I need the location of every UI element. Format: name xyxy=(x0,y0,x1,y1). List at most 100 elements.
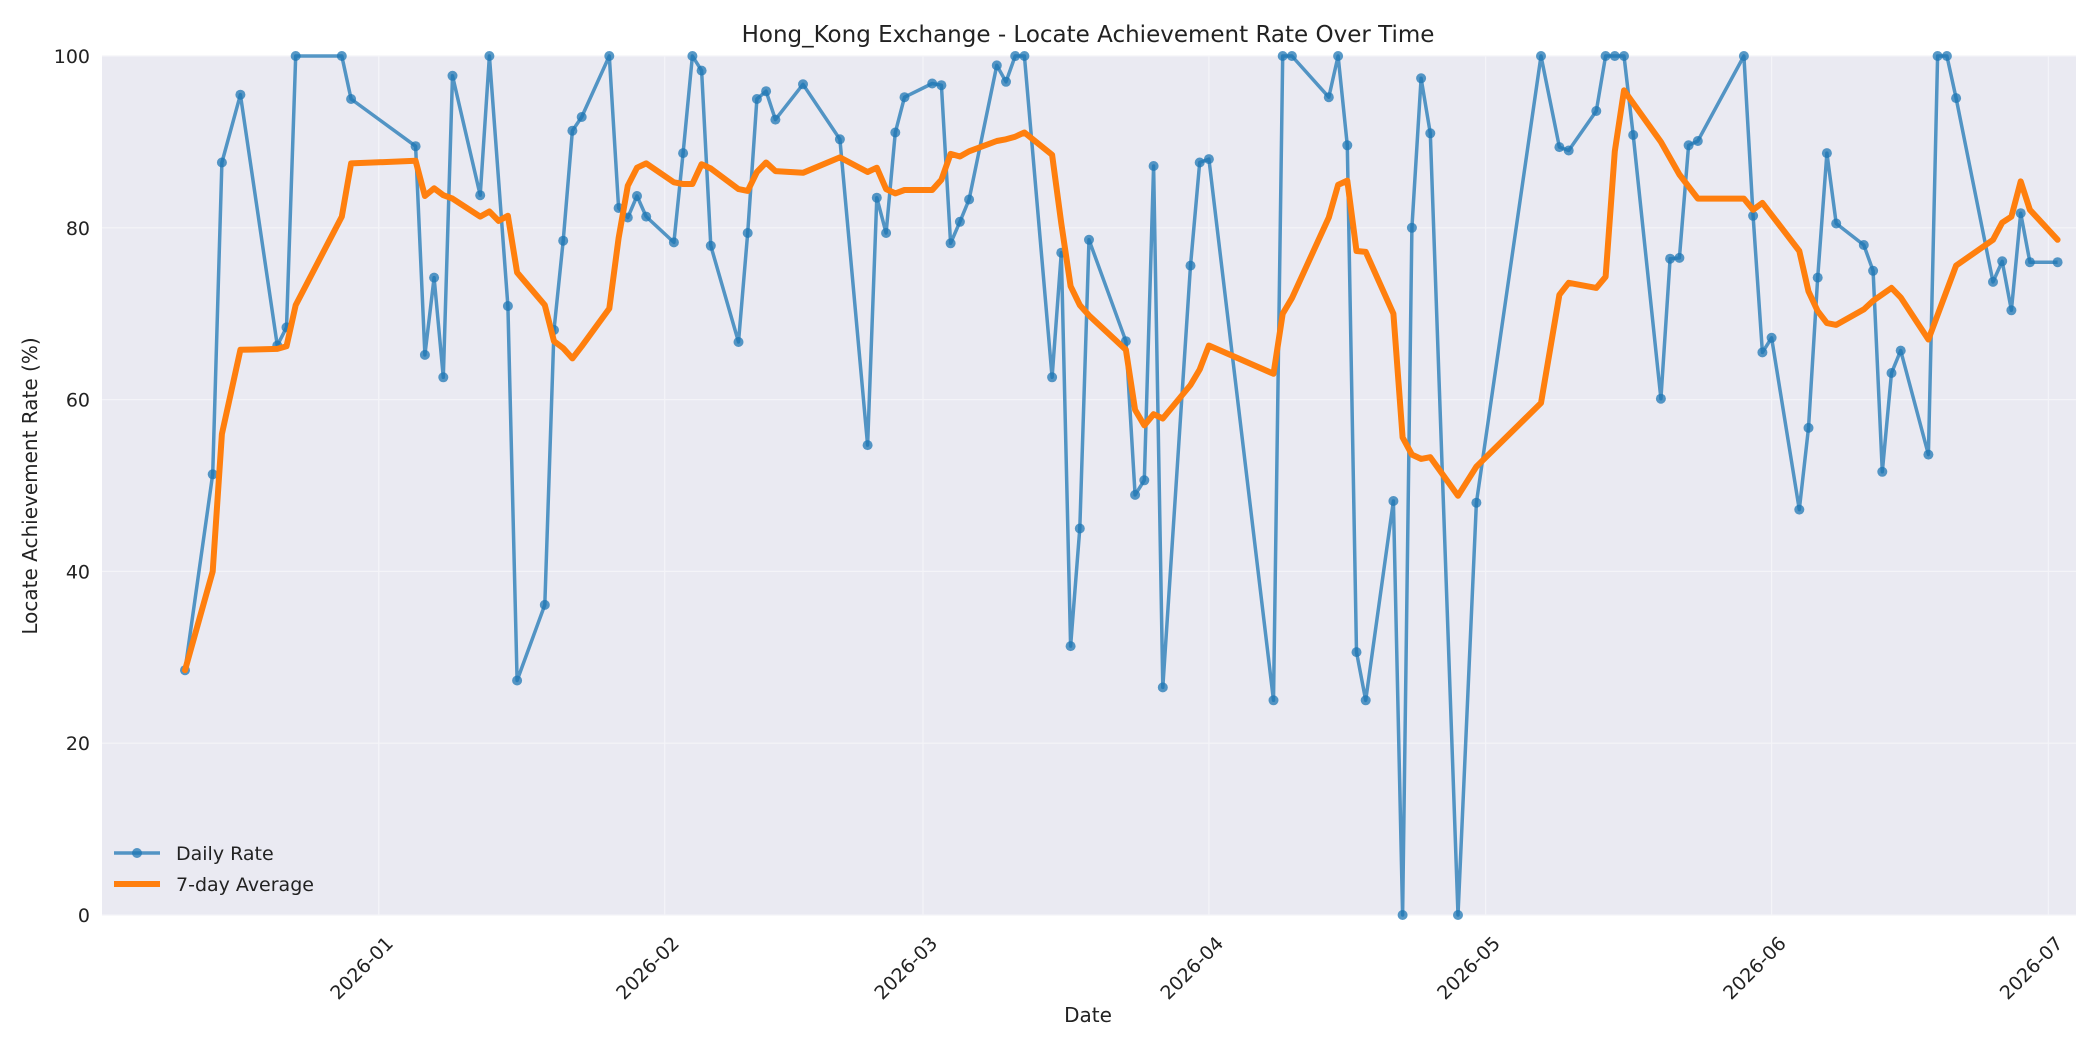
daily-rate-point xyxy=(512,675,523,686)
y-tick-label: 60 xyxy=(66,390,90,412)
daily-rate-point xyxy=(871,192,882,203)
daily-rate-point xyxy=(1019,51,1030,61)
daily-rate-point xyxy=(761,86,772,97)
daily-rate-point xyxy=(770,114,781,125)
legend-marker-daily-rate xyxy=(132,848,142,858)
daily-rate-point xyxy=(484,51,495,61)
daily-rate-point xyxy=(1932,51,1943,61)
daily-rate-point xyxy=(1665,253,1676,264)
legend-label-daily-rate: Daily Rate xyxy=(176,843,274,865)
daily-rate-point xyxy=(419,349,430,360)
y-axis-label: Locate Achievement Rate (%) xyxy=(18,337,42,634)
daily-rate-point xyxy=(1277,51,1288,61)
daily-rate-point xyxy=(1323,92,1334,103)
daily-rate-point xyxy=(1803,422,1814,433)
daily-rate-point xyxy=(1692,136,1703,146)
daily-rate-point xyxy=(1951,93,1962,104)
series-layer xyxy=(180,51,2063,920)
daily-rate-point xyxy=(862,440,873,451)
grid-lines xyxy=(102,55,2076,916)
daily-rate-point xyxy=(696,65,707,76)
x-axis-label: Date xyxy=(1064,1003,1112,1027)
daily-rate-point xyxy=(1397,910,1408,920)
daily-rate-point xyxy=(1766,332,1777,343)
daily-rate-point xyxy=(1628,130,1639,140)
daily-rate-point xyxy=(890,127,901,138)
daily-rate-point xyxy=(1941,51,1952,61)
daily-rate-point xyxy=(1554,142,1565,153)
daily-rate-point xyxy=(1988,276,1998,287)
daily-rate-point xyxy=(1453,910,1463,920)
daily-rate-point xyxy=(936,80,947,91)
daily-rate-point xyxy=(1001,76,1011,87)
daily-rate-point xyxy=(1360,695,1371,706)
daily-rate-point xyxy=(1812,272,1823,283)
daily-rate-point xyxy=(751,94,762,104)
daily-rate-point xyxy=(1010,51,1021,61)
daily-rate-point xyxy=(346,94,357,104)
daily-rate-point xyxy=(1591,106,1602,116)
daily-rate-point xyxy=(733,337,744,347)
daily-rate-point xyxy=(1858,240,1869,250)
daily-rate-point xyxy=(798,79,808,90)
daily-rate-point xyxy=(1831,218,1842,229)
plot-area xyxy=(102,56,2076,915)
daily-rate-point xyxy=(1139,475,1150,486)
daily-rate-point xyxy=(991,60,1002,71)
daily-rate-point xyxy=(1738,51,1749,61)
daily-rate-point xyxy=(945,238,956,249)
chart-title: Hong_Kong Exchange - Locate Achievement … xyxy=(742,22,1435,48)
daily-rate-point xyxy=(235,89,246,100)
daily-rate-point xyxy=(1997,256,2008,267)
daily-rate-point xyxy=(1047,372,1058,383)
daily-rate-point xyxy=(678,148,689,159)
daily-rate-points xyxy=(180,51,2063,920)
daily-rate-point xyxy=(687,51,698,61)
daily-rate-point xyxy=(475,190,486,201)
daily-rate-point xyxy=(1619,51,1629,61)
daily-rate-point xyxy=(834,134,845,145)
daily-rate-point xyxy=(1203,154,1214,165)
y-axis-ticks: 0 20 40 60 80 100 xyxy=(54,46,90,927)
daily-rate-point xyxy=(1351,647,1362,658)
daily-rate-point xyxy=(1425,128,1436,139)
legend-label-7-day-average: 7-day Average xyxy=(176,874,314,896)
daily-rate-point xyxy=(576,112,587,122)
daily-rate-point xyxy=(1563,145,1574,156)
daily-rate-point xyxy=(1185,260,1196,271)
daily-rate-point xyxy=(927,78,938,89)
daily-rate-point xyxy=(216,157,227,168)
daily-rate-point xyxy=(1868,265,1879,276)
daily-rate-point xyxy=(1609,51,1620,61)
daily-rate-point xyxy=(1471,497,1482,508)
daily-rate-point xyxy=(881,228,892,238)
series-line-7-day-average xyxy=(182,87,2061,674)
daily-rate-point xyxy=(2052,257,2063,268)
daily-rate-point xyxy=(1655,393,1666,404)
daily-rate-point xyxy=(1406,222,1417,233)
daily-rate-point xyxy=(558,235,569,246)
y-tick-label: 20 xyxy=(66,733,90,755)
daily-rate-point xyxy=(1794,504,1805,515)
daily-rate-point xyxy=(1084,234,1094,245)
daily-rate-point xyxy=(2024,257,2035,268)
daily-rate-point xyxy=(207,469,218,480)
daily-rate-point xyxy=(641,211,652,222)
daily-rate-point xyxy=(1342,140,1353,151)
daily-rate-point xyxy=(1065,641,1076,652)
daily-rate-point xyxy=(1600,51,1611,61)
daily-rate-point xyxy=(1268,695,1279,706)
daily-rate-point xyxy=(1877,466,1888,477)
daily-rate-point xyxy=(1194,157,1205,168)
daily-rate-point xyxy=(1886,368,1897,378)
daily-rate-point xyxy=(438,372,449,383)
daily-rate-point xyxy=(1674,252,1685,263)
daily-rate-point xyxy=(1821,148,1832,159)
daily-rate-point xyxy=(539,599,550,610)
daily-rate-point xyxy=(502,301,513,311)
daily-rate-point xyxy=(1148,161,1159,171)
daily-rate-point xyxy=(668,237,679,248)
daily-rate-point xyxy=(290,51,301,61)
daily-rate-point xyxy=(1536,51,1546,61)
